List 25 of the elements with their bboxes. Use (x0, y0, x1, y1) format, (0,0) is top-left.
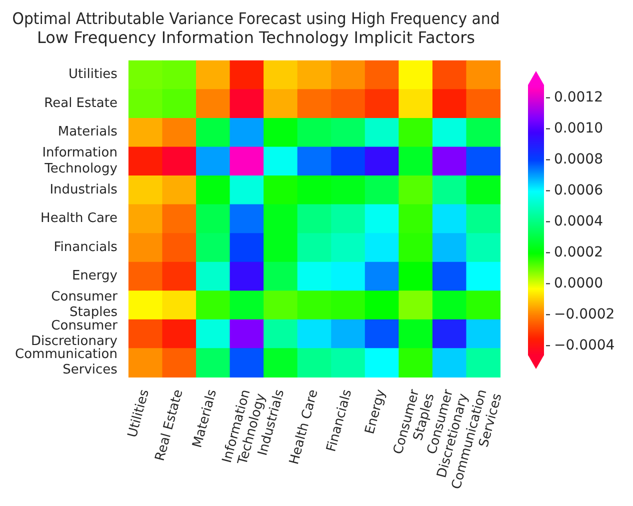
y-tick-label: Financials (54, 240, 118, 255)
color-bar-label: 0.0002 (554, 244, 603, 260)
color-bar-label: 0.0006 (554, 182, 604, 198)
y-tick-label: Utilities (68, 67, 118, 82)
color-bar-label: 0.0008 (554, 151, 603, 168)
x-tick-label: Real Estate (152, 388, 186, 463)
color-bar-label: 0.0010 (554, 120, 603, 136)
x-tick-label: Health Care (286, 388, 322, 466)
color-bar-label: −0.0004 (554, 337, 615, 354)
x-tick-label: Energy (362, 388, 389, 436)
y-tick-label: Information Technology (42, 146, 118, 176)
y-tick-label: Consumer Staples (51, 290, 118, 320)
color-bar-label: −0.0002 (554, 306, 615, 322)
chart-title: Optimal Attributable Variance Forecast using High Frequency and Low Frequency Information Technology Implicit Factors (12, 9, 500, 47)
y-tick-label: Communication Services (14, 347, 118, 378)
y-tick-label: Health Care (40, 211, 118, 226)
color-bar-label: 0.0000 (554, 275, 603, 292)
color-bar-label: 0.0004 (554, 213, 604, 230)
color-bar-label: 0.0012 (554, 89, 603, 106)
y-tick-label: Industrials (50, 182, 118, 198)
y-tick-label: Materials (58, 124, 118, 140)
y-tick-label: Energy (72, 268, 118, 284)
y-tick-label: Consumer Discretionary (30, 318, 118, 349)
x-tick-label: Utilities (125, 388, 153, 440)
y-tick-label: Real Estate (44, 96, 118, 111)
